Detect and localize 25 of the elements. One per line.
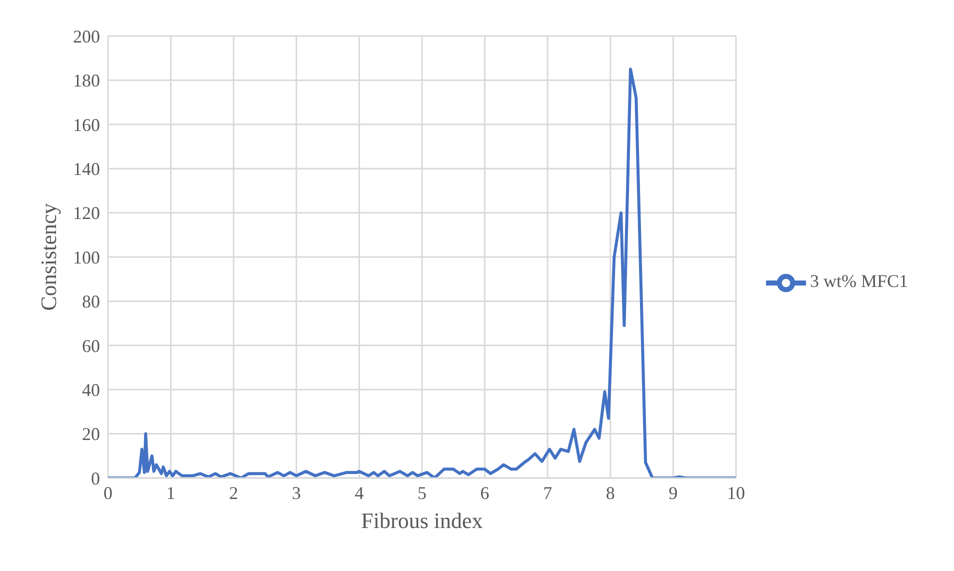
x-tick-label: 4 <box>354 482 364 503</box>
x-tick-label: 3 <box>292 482 301 503</box>
x-tick-label: 2 <box>229 482 238 503</box>
y-tick-label: 100 <box>73 247 100 268</box>
y-tick-label: 80 <box>82 292 100 312</box>
y-tick-label: 180 <box>73 70 100 91</box>
x-tick-label: 8 <box>606 482 615 503</box>
x-tick-label: 1 <box>166 482 176 503</box>
x-tick-label: 7 <box>543 482 552 503</box>
x-tick-label: 9 <box>668 482 678 503</box>
y-tick-label: 20 <box>82 424 100 444</box>
x-tick-label: 6 <box>480 482 490 503</box>
x-tick-label: 0 <box>104 482 112 503</box>
y-tick-label: 40 <box>82 380 100 400</box>
y-tick-label: 0 <box>91 468 100 488</box>
legend-label: 3 wt% MFC1 <box>810 271 908 292</box>
y-tick-label: 140 <box>73 158 100 179</box>
y-tick-label: 200 <box>73 26 100 46</box>
x-tick-label: 5 <box>417 482 426 503</box>
y-tick-label: 160 <box>73 114 100 135</box>
y-tick-label: 120 <box>73 203 100 224</box>
y-axis-title: Consistency <box>36 203 61 311</box>
x-tick-label: 10 <box>726 482 745 503</box>
y-tick-label: 60 <box>82 336 100 356</box>
x-axis-title: Fibrous index <box>361 508 483 533</box>
